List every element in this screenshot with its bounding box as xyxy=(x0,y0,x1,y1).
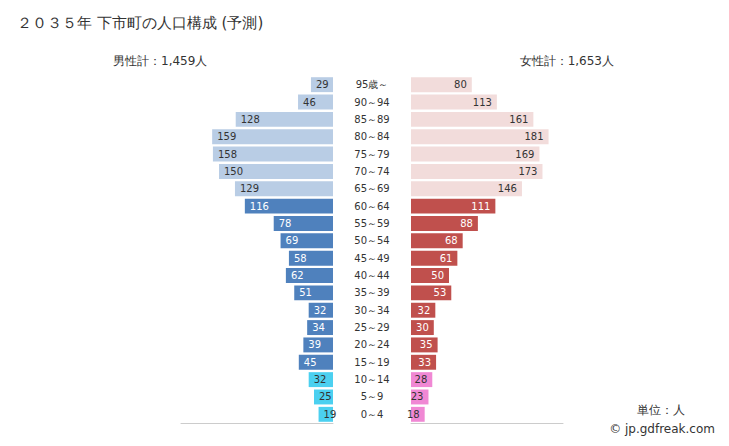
svg-text:© jp.gdfreak.com: © jp.gdfreak.com xyxy=(609,422,715,436)
svg-text:単位：人: 単位：人 xyxy=(637,403,685,417)
svg-text:80: 80 xyxy=(454,79,467,90)
svg-text:161: 161 xyxy=(509,114,528,125)
svg-text:62: 62 xyxy=(291,270,304,281)
svg-text:111: 111 xyxy=(471,201,490,212)
svg-text:5～9: 5～9 xyxy=(361,391,384,402)
svg-text:51: 51 xyxy=(299,287,312,298)
svg-text:32: 32 xyxy=(314,374,327,385)
svg-text:88: 88 xyxy=(460,218,473,229)
svg-text:39: 39 xyxy=(308,339,321,350)
svg-text:28: 28 xyxy=(415,374,428,385)
svg-text:男性計：1,459人: 男性計：1,459人 xyxy=(113,54,207,68)
svg-text:169: 169 xyxy=(515,149,534,160)
svg-text:68: 68 xyxy=(445,235,458,246)
svg-text:116: 116 xyxy=(250,201,269,212)
svg-text:32: 32 xyxy=(418,305,431,316)
svg-text:18: 18 xyxy=(407,409,420,420)
svg-text:29: 29 xyxy=(316,79,329,90)
svg-text:10～14: 10～14 xyxy=(354,374,389,385)
svg-text:45: 45 xyxy=(304,357,317,368)
svg-text:69: 69 xyxy=(286,235,299,246)
svg-text:129: 129 xyxy=(240,183,259,194)
svg-text:61: 61 xyxy=(440,253,453,264)
svg-text:173: 173 xyxy=(518,166,537,177)
svg-text:181: 181 xyxy=(524,131,543,142)
svg-text:159: 159 xyxy=(217,131,236,142)
svg-text:158: 158 xyxy=(218,149,237,160)
svg-text:25～29: 25～29 xyxy=(354,322,389,333)
svg-text:15～19: 15～19 xyxy=(354,357,389,368)
svg-text:60～64: 60～64 xyxy=(354,201,389,212)
svg-text:19: 19 xyxy=(324,409,337,420)
svg-text:90～94: 90～94 xyxy=(354,97,389,108)
svg-text:75～79: 75～79 xyxy=(354,149,389,160)
svg-text:45～49: 45～49 xyxy=(354,253,389,264)
svg-text:50: 50 xyxy=(431,270,444,281)
svg-text:146: 146 xyxy=(498,183,517,194)
svg-text:40～44: 40～44 xyxy=(354,270,389,281)
svg-text:35: 35 xyxy=(420,339,433,350)
svg-text:女性計：1,653人: 女性計：1,653人 xyxy=(520,54,614,68)
svg-text:95歳～: 95歳～ xyxy=(356,79,389,90)
svg-text:23: 23 xyxy=(411,391,424,402)
svg-text:113: 113 xyxy=(473,97,492,108)
svg-text:30～34: 30～34 xyxy=(354,305,389,316)
svg-text:34: 34 xyxy=(312,322,325,333)
svg-text:70～74: 70～74 xyxy=(354,166,389,177)
svg-text:53: 53 xyxy=(434,287,447,298)
svg-text:２０３５年 下市町の人口構成 (予測): ２０３５年 下市町の人口構成 (予測) xyxy=(17,14,263,32)
svg-text:32: 32 xyxy=(314,305,327,316)
svg-text:85～89: 85～89 xyxy=(354,114,389,125)
svg-text:80～84: 80～84 xyxy=(354,131,389,142)
svg-text:33: 33 xyxy=(418,357,431,368)
svg-text:46: 46 xyxy=(303,97,316,108)
svg-text:58: 58 xyxy=(294,253,307,264)
svg-text:0～4: 0～4 xyxy=(361,409,384,420)
svg-text:55～59: 55～59 xyxy=(354,218,389,229)
svg-text:65～69: 65～69 xyxy=(354,183,389,194)
svg-text:78: 78 xyxy=(279,218,292,229)
svg-text:50～54: 50～54 xyxy=(354,235,389,246)
svg-text:25: 25 xyxy=(319,391,332,402)
svg-text:30: 30 xyxy=(416,322,429,333)
svg-text:20～24: 20～24 xyxy=(354,339,389,350)
svg-text:35～39: 35～39 xyxy=(354,287,389,298)
svg-text:150: 150 xyxy=(224,166,243,177)
svg-text:128: 128 xyxy=(241,114,260,125)
